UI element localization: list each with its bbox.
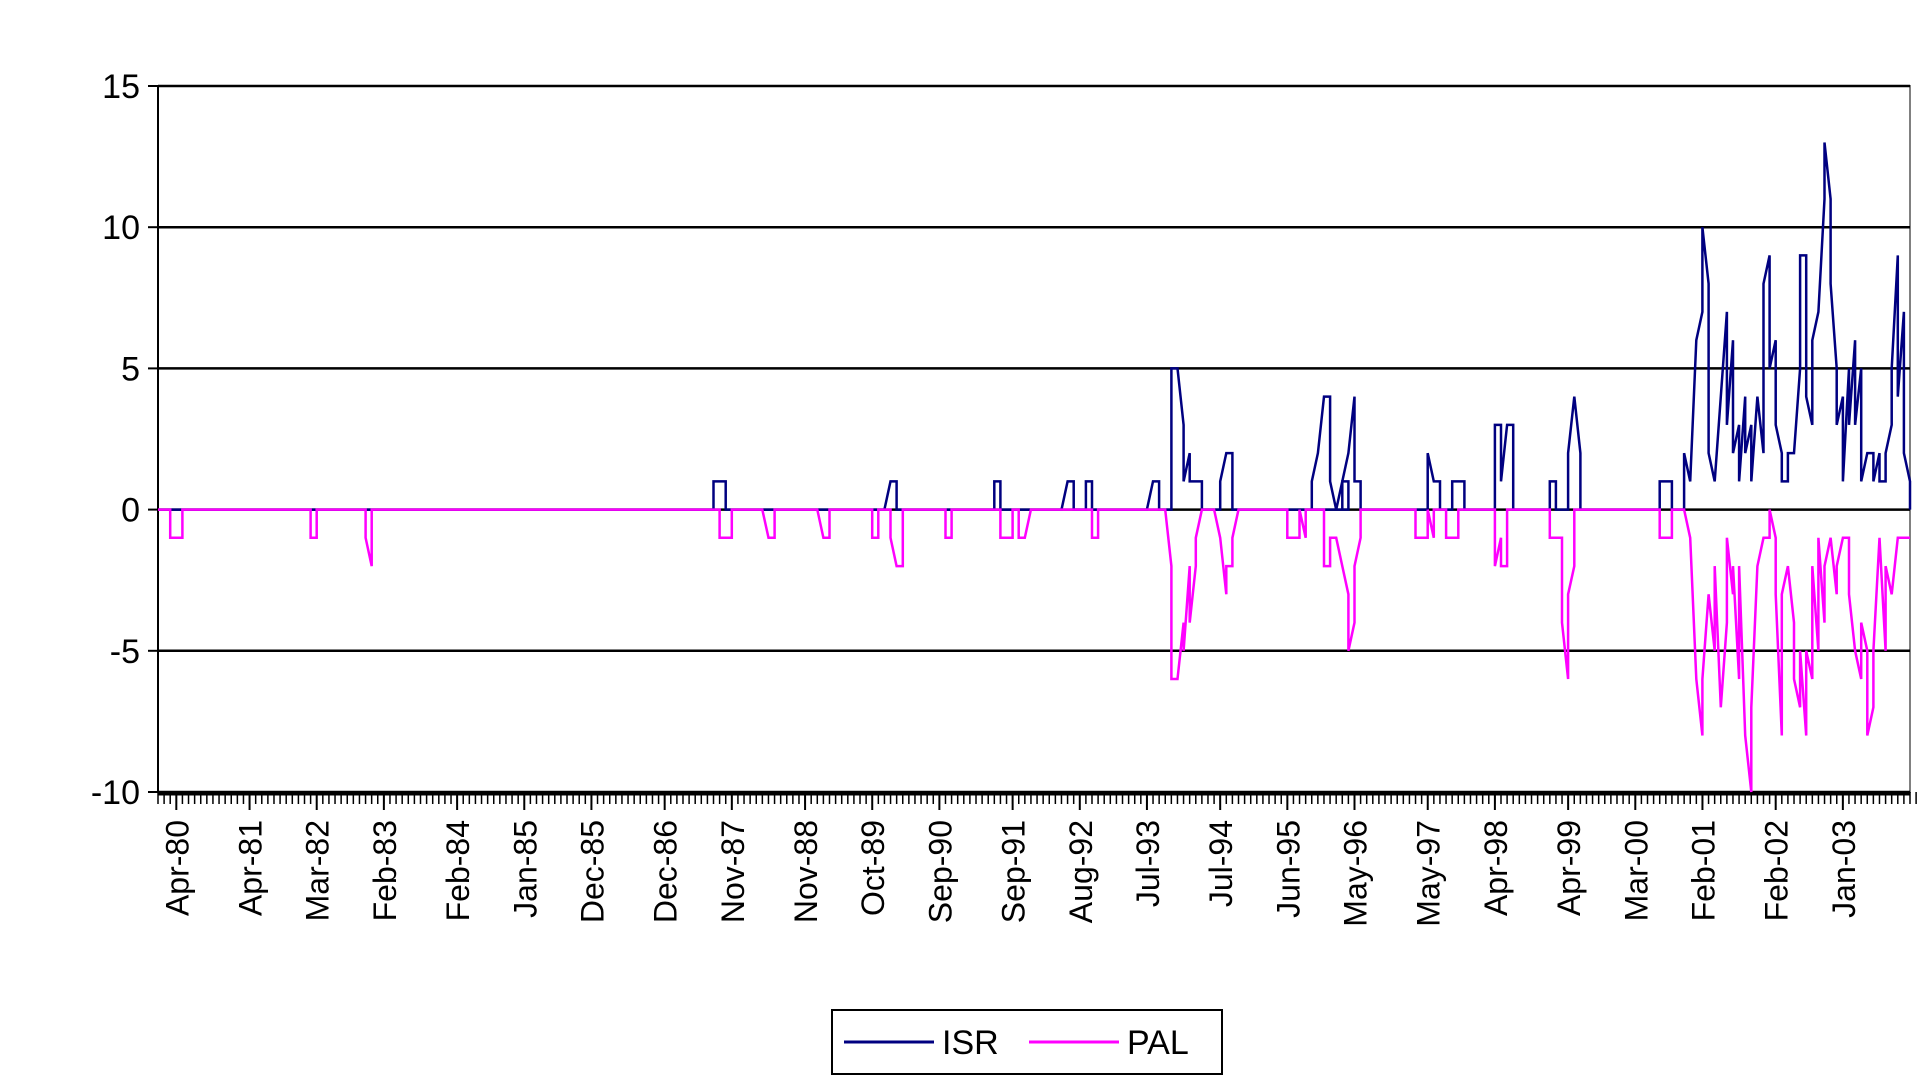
x-tick-label: Sep-90 — [922, 820, 958, 923]
x-tick-label: Jan-85 — [507, 820, 543, 918]
x-tick-label: Apr-80 — [159, 820, 195, 916]
y-tick-label: -5 — [110, 633, 140, 671]
series-line-isr — [158, 142, 1912, 511]
y-tick-label: -10 — [91, 774, 140, 812]
x-axis: Apr-80 Apr-81 Mar-82 Feb-83 Feb-84 Jan-85 Dec-… — [157, 792, 1917, 927]
x-tick-label: Oct-89 — [855, 820, 891, 916]
x-tick-label: Mar-82 — [300, 820, 336, 921]
series-line-pal — [158, 508, 1910, 793]
x-tick-label: Apr-81 — [233, 820, 269, 916]
x-tick-label: Dec-85 — [574, 820, 610, 923]
x-tick-label: Apr-99 — [1551, 820, 1587, 916]
x-tick-label: May-97 — [1411, 820, 1447, 927]
legend-label-pal: PAL — [1127, 1024, 1189, 1062]
x-tick-label: Nov-87 — [715, 820, 751, 923]
y-tick-label: 15 — [102, 68, 140, 106]
y-axis: -10 -5 0 5 10 15 — [91, 68, 159, 812]
x-tick-label: Dec-86 — [648, 820, 684, 923]
x-tick-label: Feb-83 — [367, 820, 403, 921]
x-tick-label: Jan-03 — [1826, 820, 1862, 918]
x-tick-label: Feb-01 — [1685, 820, 1721, 921]
x-tick-label: Jul-93 — [1130, 820, 1166, 907]
x-tick-label: Feb-02 — [1759, 820, 1795, 921]
series-lines — [158, 142, 1912, 793]
y-tick-label: 10 — [102, 209, 140, 247]
x-tick-label: Jun-95 — [1270, 820, 1306, 918]
x-tick-label: Sep-91 — [996, 820, 1032, 923]
plot-frame — [157, 85, 1911, 793]
legend: ISR PAL — [831, 1009, 1223, 1075]
x-tick-label: May-96 — [1337, 820, 1373, 927]
x-tick-label: Apr-98 — [1478, 820, 1514, 916]
x-tick-label: Jul-94 — [1203, 820, 1239, 907]
y-tick-label: 5 — [121, 350, 140, 388]
y-tick-label: 0 — [121, 492, 140, 530]
x-tick-label: Feb-84 — [440, 820, 476, 921]
x-tick-label: Nov-88 — [788, 820, 824, 923]
x-tick-label: Aug-92 — [1063, 820, 1099, 923]
x-tick-label: Mar-00 — [1618, 820, 1654, 921]
legend-label-isr: ISR — [942, 1024, 999, 1062]
gridlines — [157, 84, 1911, 794]
